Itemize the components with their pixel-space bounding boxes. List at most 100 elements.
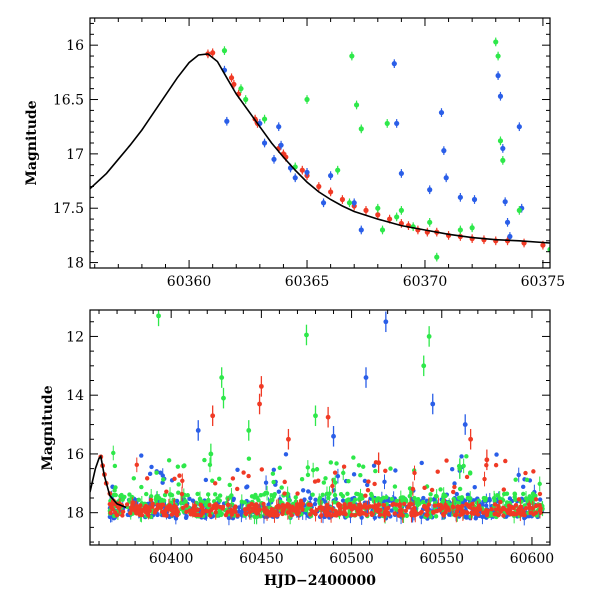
data-point [122, 494, 127, 500]
data-point [344, 505, 350, 510]
data-point [378, 512, 383, 517]
data-point [228, 75, 235, 81]
data-point [398, 170, 404, 177]
data-point [496, 503, 501, 509]
data-point [493, 462, 499, 468]
data-point [351, 200, 357, 206]
data-point [500, 145, 506, 152]
data-point [334, 461, 339, 466]
data-point [175, 509, 181, 515]
data-point [299, 477, 305, 482]
data-point [392, 484, 398, 489]
data-point [187, 496, 192, 502]
data-point [402, 501, 407, 507]
data-point [501, 513, 506, 518]
data-point [309, 508, 314, 513]
data-point [373, 468, 378, 474]
data-point [299, 167, 305, 173]
data-point [241, 470, 246, 475]
outlier-point [468, 436, 474, 442]
outlier-point [219, 375, 225, 380]
data-point [428, 497, 433, 502]
data-point [185, 493, 190, 498]
data-point [506, 503, 512, 508]
data-point [367, 504, 373, 509]
data-point [374, 504, 379, 509]
data-point [528, 496, 533, 501]
data-point [246, 456, 252, 461]
data-point [457, 486, 463, 492]
data-point [271, 479, 276, 485]
data-point [467, 470, 473, 475]
data-point [427, 187, 433, 193]
data-point [261, 116, 268, 122]
data-point [443, 175, 449, 181]
data-point [524, 477, 530, 483]
data-point [221, 48, 228, 54]
data-point [113, 492, 118, 498]
data-point [349, 512, 354, 518]
data-point [495, 73, 501, 79]
data-point [139, 484, 144, 490]
data-point [235, 486, 240, 492]
data-point [372, 481, 377, 487]
data-point [136, 497, 142, 503]
data-point [328, 173, 334, 179]
data-point [154, 470, 159, 475]
data-point [428, 492, 433, 497]
data-point [213, 492, 218, 497]
data-point [246, 473, 251, 479]
model-curve [90, 53, 550, 244]
data-point [511, 510, 516, 516]
data-point [379, 227, 386, 233]
data-point [398, 207, 404, 213]
data-point [320, 492, 325, 498]
data-point [528, 510, 533, 515]
data-point [131, 500, 136, 505]
data-point [495, 53, 501, 59]
data-point [391, 61, 397, 67]
data-point [184, 509, 189, 515]
data-point [177, 473, 182, 478]
data-point [314, 507, 319, 513]
data-point [147, 471, 153, 477]
data-point [230, 476, 236, 481]
outlier-point [210, 413, 216, 419]
data-point [441, 148, 447, 154]
bottom-plot-area [90, 310, 545, 526]
data-point [275, 512, 280, 518]
data-point [328, 189, 334, 195]
data-point [392, 511, 397, 516]
data-point [313, 497, 318, 502]
data-point [498, 499, 503, 505]
data-point [513, 477, 518, 482]
data-point [170, 510, 176, 516]
data-point [144, 507, 150, 512]
data-point [500, 157, 506, 163]
data-point [258, 493, 264, 498]
data-point [204, 508, 209, 514]
data-point [452, 484, 457, 490]
data-point [393, 468, 398, 473]
data-point [358, 227, 364, 233]
data-point [362, 478, 368, 484]
data-point [314, 467, 320, 472]
data-point [466, 503, 471, 508]
data-point [336, 501, 341, 507]
data-point [213, 501, 219, 507]
data-point [441, 494, 446, 499]
data-point [308, 502, 313, 508]
data-point [168, 492, 173, 497]
data-point [429, 487, 435, 493]
data-point [153, 497, 159, 502]
outlier-point [208, 451, 214, 457]
data-point [340, 498, 346, 503]
data-point [372, 515, 378, 520]
data-point [270, 508, 275, 513]
data-point [420, 499, 426, 505]
data-point [118, 493, 123, 499]
data-point [471, 498, 477, 503]
data-point [173, 505, 178, 510]
data-point [183, 515, 189, 520]
data-point [516, 508, 521, 514]
